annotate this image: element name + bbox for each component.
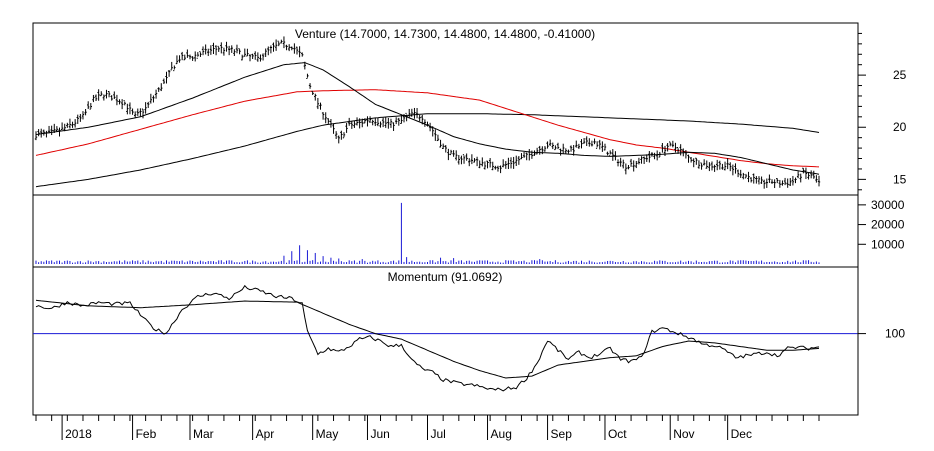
momentum-lines bbox=[33, 284, 858, 392]
volume-panel: 10000 20000 30000 bbox=[32, 194, 905, 268]
price-tick-label: 20 bbox=[893, 120, 907, 134]
x-month-label: Jul bbox=[431, 427, 446, 441]
x-month-label: 2018 bbox=[65, 427, 92, 441]
momentum-line bbox=[35, 284, 820, 392]
volume-tick-label: 10000 bbox=[871, 237, 905, 251]
x-month-label: Dec bbox=[731, 427, 752, 441]
ma-long-line bbox=[35, 113, 820, 188]
price-panel: 15 20 25 Venture (14.7000, 14.7300, 14.480… bbox=[32, 22, 907, 196]
price-title: Venture (14.7000, 14.7300, 14.4800, 14.4… bbox=[295, 27, 595, 41]
price-tick-label: 25 bbox=[893, 68, 907, 82]
momentum-axis: 100 bbox=[858, 327, 905, 341]
volume-axis: 10000 20000 30000 bbox=[858, 198, 905, 251]
volume-tick-label: 30000 bbox=[871, 198, 905, 212]
volume-bars bbox=[35, 202, 820, 264]
momentum-title: Momentum (91.0692) bbox=[388, 270, 503, 284]
x-month-label: Oct bbox=[608, 427, 627, 441]
price-axis: 15 20 25 bbox=[858, 32, 907, 191]
x-month-label: Mar bbox=[193, 427, 214, 441]
x-month-label: May bbox=[316, 427, 339, 441]
x-axis: 2018 Feb Mar Apr May Jun Jul Aug Sep Oct Nov Dec bbox=[33, 414, 858, 441]
momentum-tick-label: 100 bbox=[885, 327, 905, 341]
x-month-label: Feb bbox=[136, 427, 157, 441]
x-month-label: Nov bbox=[673, 427, 694, 441]
volume-tick-label: 20000 bbox=[871, 218, 905, 232]
price-tick-label: 15 bbox=[893, 172, 907, 186]
x-month-label: Jun bbox=[370, 427, 389, 441]
x-month-label: Sep bbox=[551, 427, 573, 441]
x-month-label: Aug bbox=[491, 427, 512, 441]
momentum-ma-line bbox=[35, 299, 820, 379]
x-month-label: Apr bbox=[256, 427, 275, 441]
price-bars bbox=[34, 36, 821, 189]
